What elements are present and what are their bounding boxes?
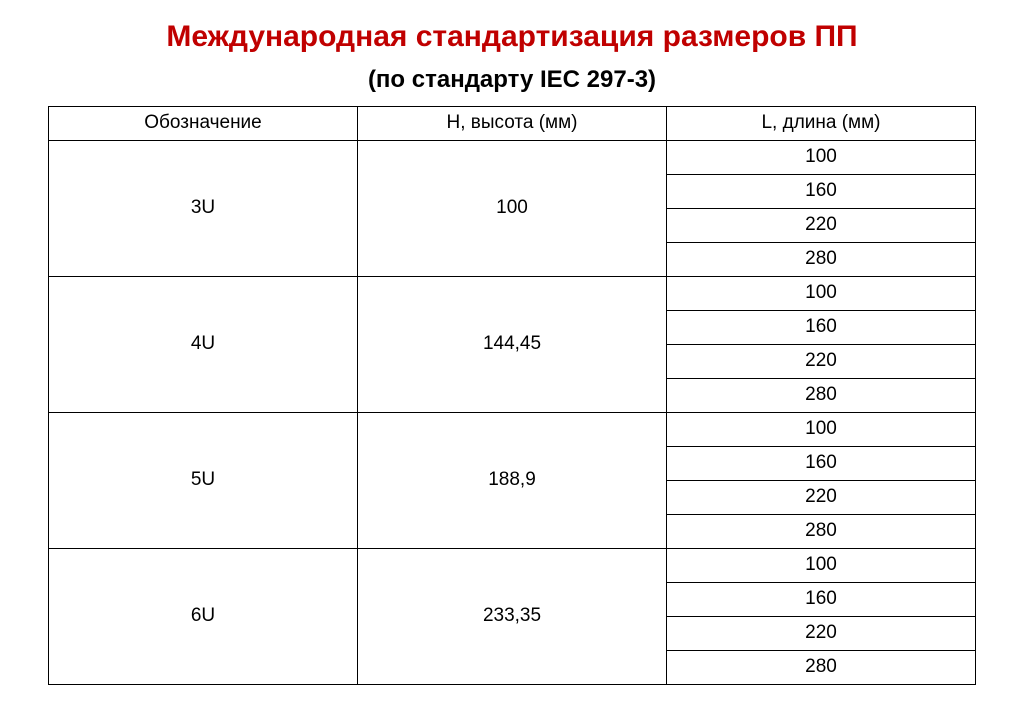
cell-length: 160: [667, 446, 976, 480]
table-row: 4U 144,45 100: [49, 276, 976, 310]
cell-length: 160: [667, 174, 976, 208]
cell-designation: 5U: [49, 412, 358, 548]
cell-length: 160: [667, 582, 976, 616]
cell-length: 220: [667, 616, 976, 650]
table-header-row: Обозначение H, высота (мм) L, длина (мм): [49, 106, 976, 140]
sizes-table: Обозначение H, высота (мм) L, длина (мм)…: [48, 106, 976, 685]
cell-height: 100: [358, 140, 667, 276]
cell-height: 233,35: [358, 548, 667, 684]
cell-length: 160: [667, 310, 976, 344]
col-header-length: L, длина (мм): [667, 106, 976, 140]
col-header-height: H, высота (мм): [358, 106, 667, 140]
cell-length: 100: [667, 412, 976, 446]
cell-length: 220: [667, 344, 976, 378]
cell-length: 100: [667, 548, 976, 582]
cell-designation: 4U: [49, 276, 358, 412]
page-title: Международная стандартизация размеров ПП: [48, 18, 976, 56]
cell-length: 100: [667, 140, 976, 174]
cell-length: 280: [667, 650, 976, 684]
table-row: 5U 188,9 100: [49, 412, 976, 446]
cell-length: 280: [667, 242, 976, 276]
table-row: 6U 233,35 100: [49, 548, 976, 582]
cell-length: 280: [667, 378, 976, 412]
cell-length: 220: [667, 208, 976, 242]
cell-height: 144,45: [358, 276, 667, 412]
cell-length: 280: [667, 514, 976, 548]
table-row: 3U 100 100: [49, 140, 976, 174]
page: Международная стандартизация размеров ПП…: [0, 0, 1024, 723]
page-subtitle: (по стандарту IEC 297-3): [48, 66, 976, 94]
cell-length: 220: [667, 480, 976, 514]
col-header-designation: Обозначение: [49, 106, 358, 140]
cell-height: 188,9: [358, 412, 667, 548]
cell-designation: 6U: [49, 548, 358, 684]
cell-designation: 3U: [49, 140, 358, 276]
cell-length: 100: [667, 276, 976, 310]
